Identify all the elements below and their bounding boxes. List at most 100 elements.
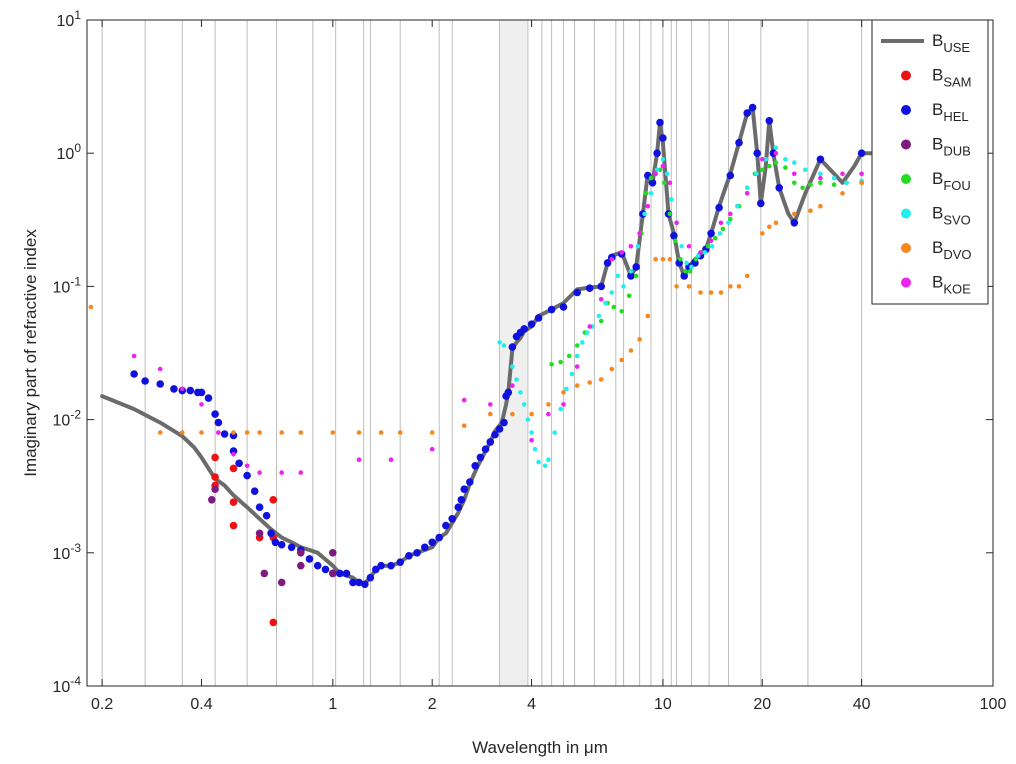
data-point-hel [361,580,369,589]
data-point-svo [648,191,654,196]
data-point-hel [336,569,344,578]
legend-label-sam: BSAM [932,66,972,90]
data-point-hel [211,410,219,418]
data-point-dvo [378,430,384,435]
data-point-dvo [645,313,651,319]
data-point-fou [566,353,572,359]
data-point-hel [648,179,657,187]
data-point-fou [818,180,823,186]
legend-label-dub: BDUB [932,135,971,159]
data-point-sam [269,618,278,627]
data-point-hel [632,263,640,271]
legend-swatch-dvo [901,243,911,253]
data-point-hel [603,259,612,267]
x-axis-label: Wavelength in μm [472,738,608,757]
data-point-dvo [244,430,250,435]
tick-marks-layer [87,19,994,687]
data-point-dvo [429,430,435,435]
x-tick-label: 40 [853,696,871,713]
data-point-koe [199,402,204,407]
data-point-svo [831,175,837,181]
data-point-hel [355,578,363,587]
data-point-dvo [667,256,673,262]
data-point-fou [760,167,765,173]
data-point-hel [287,543,296,552]
data-point-hel [141,377,149,385]
data-point-fou [673,238,678,244]
data-point-koe [744,191,750,196]
data-point-dvo [488,411,493,417]
y-tick-label: 100 [57,141,82,163]
data-point-koe [718,220,724,226]
data-point-hel [342,569,351,578]
series-layer [88,103,881,627]
data-point-hel [454,503,463,512]
y-tick-label: 10-3 [53,541,82,563]
data-point-fou [792,180,797,186]
data-point-fou [619,309,624,314]
data-point-hel [559,303,568,311]
data-point-svo [596,313,602,319]
data-point-hel [428,538,437,547]
data-point-svo [717,231,723,236]
data-point-hel [267,529,275,538]
data-point-hel [387,561,395,570]
data-point-svo [518,390,523,395]
data-point-hel [748,103,757,112]
data-point-koe [628,244,634,249]
data-point-hel [491,430,499,439]
data-point-fou [705,244,711,249]
data-point-svo [635,244,641,249]
data-point-koe [231,451,236,457]
data-point-dub [329,569,337,578]
data-point-dvo [231,430,236,435]
data-point-koe [792,171,797,177]
data-point-fou [626,293,632,299]
data-point-svo [763,157,769,162]
data-point-hel [476,453,485,462]
data-point-sam [229,521,238,530]
data-point-hel [659,134,667,142]
data-point-svo [654,167,660,173]
data-point-svo [735,203,740,209]
data-point-hel [421,543,429,552]
data-point-svo [552,430,557,435]
data-point-koe [818,175,823,181]
data-point-hel [442,521,450,530]
data-point-hel [170,385,178,393]
data-point-dvo [356,430,362,435]
legend-label-use: BUSE [932,31,970,55]
data-point-hel [486,438,495,446]
legend-swatch-sam [901,70,911,81]
data-point-hel [321,565,330,574]
data-point-dvo [330,430,336,435]
data-point-hel [495,425,504,433]
data-point-koe [653,171,658,177]
data-point-svo [642,211,647,217]
data-point-koe [660,163,666,169]
data-point-koe [356,457,362,463]
data-point-dvo [587,380,592,385]
data-point-koe [686,244,692,249]
data-point-hel [271,538,280,547]
data-point-koe [488,402,493,407]
data-point-fou [633,273,639,279]
data-point-sam [211,453,219,462]
data-point-fou [693,256,699,262]
data-point-hel [204,394,213,402]
data-point-koe [429,446,435,452]
y-tick-label: 10-4 [53,674,82,696]
data-point-fou [662,180,667,186]
data-point-fou [800,185,805,191]
data-point-hel [627,272,635,280]
data-point-dvo [619,357,624,363]
data-point-fou [574,343,580,348]
data-point-hel [130,370,138,378]
data-point-hel [220,430,229,438]
data-point-hel [481,445,490,454]
data-point-svo [514,377,519,382]
data-point-svo [754,171,759,177]
data-point-hel [255,503,264,512]
data-point-koe [529,437,534,443]
